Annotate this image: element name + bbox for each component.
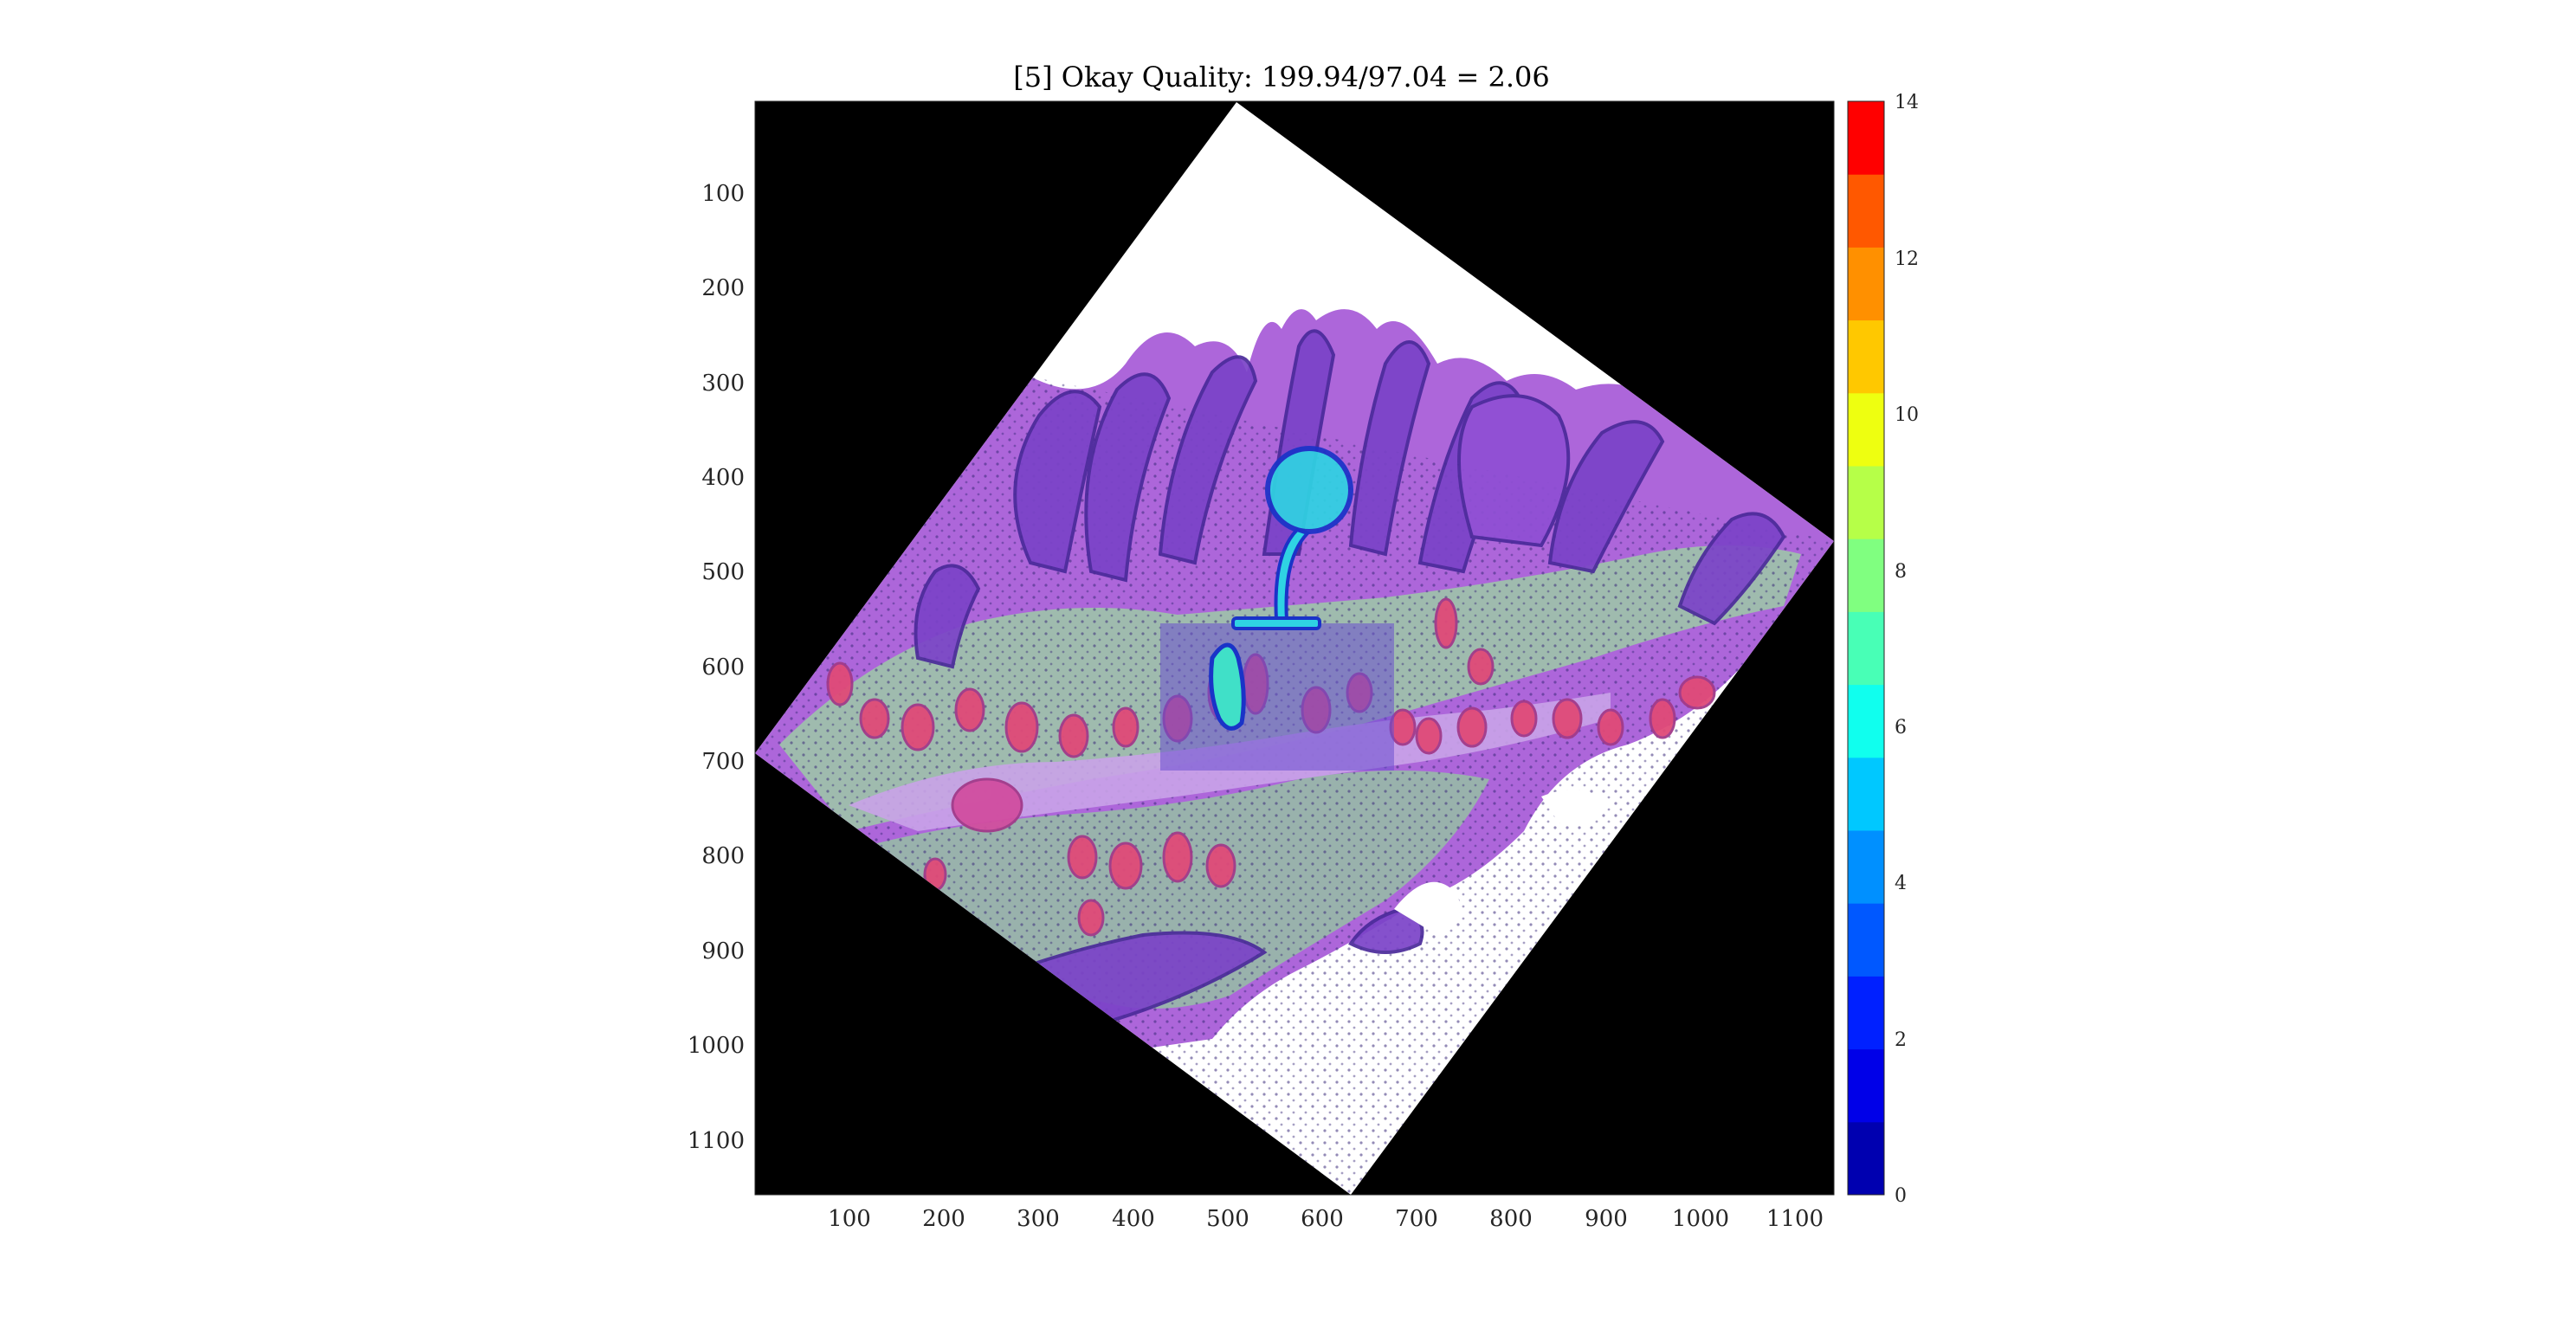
colorbar-level [1848,174,1884,248]
annotation-blob [1209,642,1246,731]
x-axis: 100 200 300 400 500 600 700 800 900 1000… [828,1206,1824,1232]
y-tick-label: 100 [701,181,745,207]
annotation-circle [1265,446,1353,534]
colorbar-level [1848,101,1884,175]
x-tick-label: 400 [1112,1206,1155,1232]
y-tick-label: 200 [701,275,745,301]
colorbar-tick-label: 10 [1895,404,1919,426]
colorbar-tick-label: 8 [1895,561,1907,583]
colorbar-level [1848,1121,1884,1196]
colorbar-level [1848,611,1884,686]
y-tick-label: 1000 [688,1033,745,1059]
y-tick-label: 500 [701,559,745,585]
colorbar-level [1848,319,1884,394]
y-tick-label: 600 [701,655,745,680]
tissue-gap [1541,790,1611,825]
y-tick-label: 1100 [688,1128,745,1154]
colorbar-tick-label: 0 [1895,1185,1907,1207]
x-tick-label: 100 [828,1206,871,1232]
image-panel [754,100,1835,1196]
x-tick-label: 1100 [1766,1206,1824,1232]
y-tick-label: 900 [701,938,745,964]
y-tick-label: 300 [701,371,745,397]
colorbar-tick-label: 6 [1895,717,1907,738]
x-tick-label: 900 [1585,1206,1628,1232]
tissue-gap [1394,881,1461,935]
y-tick-label: 700 [701,749,745,775]
tissue-overlay [755,309,1834,1195]
colorbar-tick-label: 14 [1895,92,1919,113]
x-tick-label: 300 [1017,1206,1060,1232]
colorbar-frame [1847,100,1885,1196]
colorbar-level [1848,1048,1884,1123]
colorbar-levels [1848,101,1884,1196]
colorbar-level [1848,757,1884,831]
colorbar-tick-label: 12 [1895,248,1919,270]
colorbar-level [1848,466,1884,539]
colorbar-level [1848,830,1884,904]
colorbar-level [1848,539,1884,612]
y-tick-label: 800 [701,843,745,869]
y-axis: 100 200 300 400 500 600 700 800 900 1000… [688,181,745,1154]
colorbar-level [1848,392,1884,467]
annotation-overlay [1209,446,1353,731]
y-tick-label: 400 [701,465,745,491]
roi-box [1160,623,1394,771]
colorbar-level [1848,976,1884,1050]
x-tick-label: 200 [922,1206,965,1232]
colorbar-level [1848,247,1884,321]
colorbar-tick-label: 2 [1895,1029,1907,1051]
axes-frame [754,100,1835,1196]
x-tick-label: 500 [1206,1206,1249,1232]
x-tick-label: 800 [1489,1206,1533,1232]
colorbar-level [1848,903,1884,977]
colorbar-level [1848,684,1884,758]
x-tick-label: 1000 [1672,1206,1729,1232]
x-tick-label: 700 [1395,1206,1438,1232]
figure-title: [5] Okay Quality: 199.94/97.04 = 2.06 [1013,61,1550,94]
x-tick-label: 600 [1301,1206,1344,1232]
colorbar-tick-label: 4 [1895,873,1907,894]
annotation-bar [1231,616,1321,630]
colorbar: 0 2 4 6 8 10 12 14 [1847,92,1919,1207]
